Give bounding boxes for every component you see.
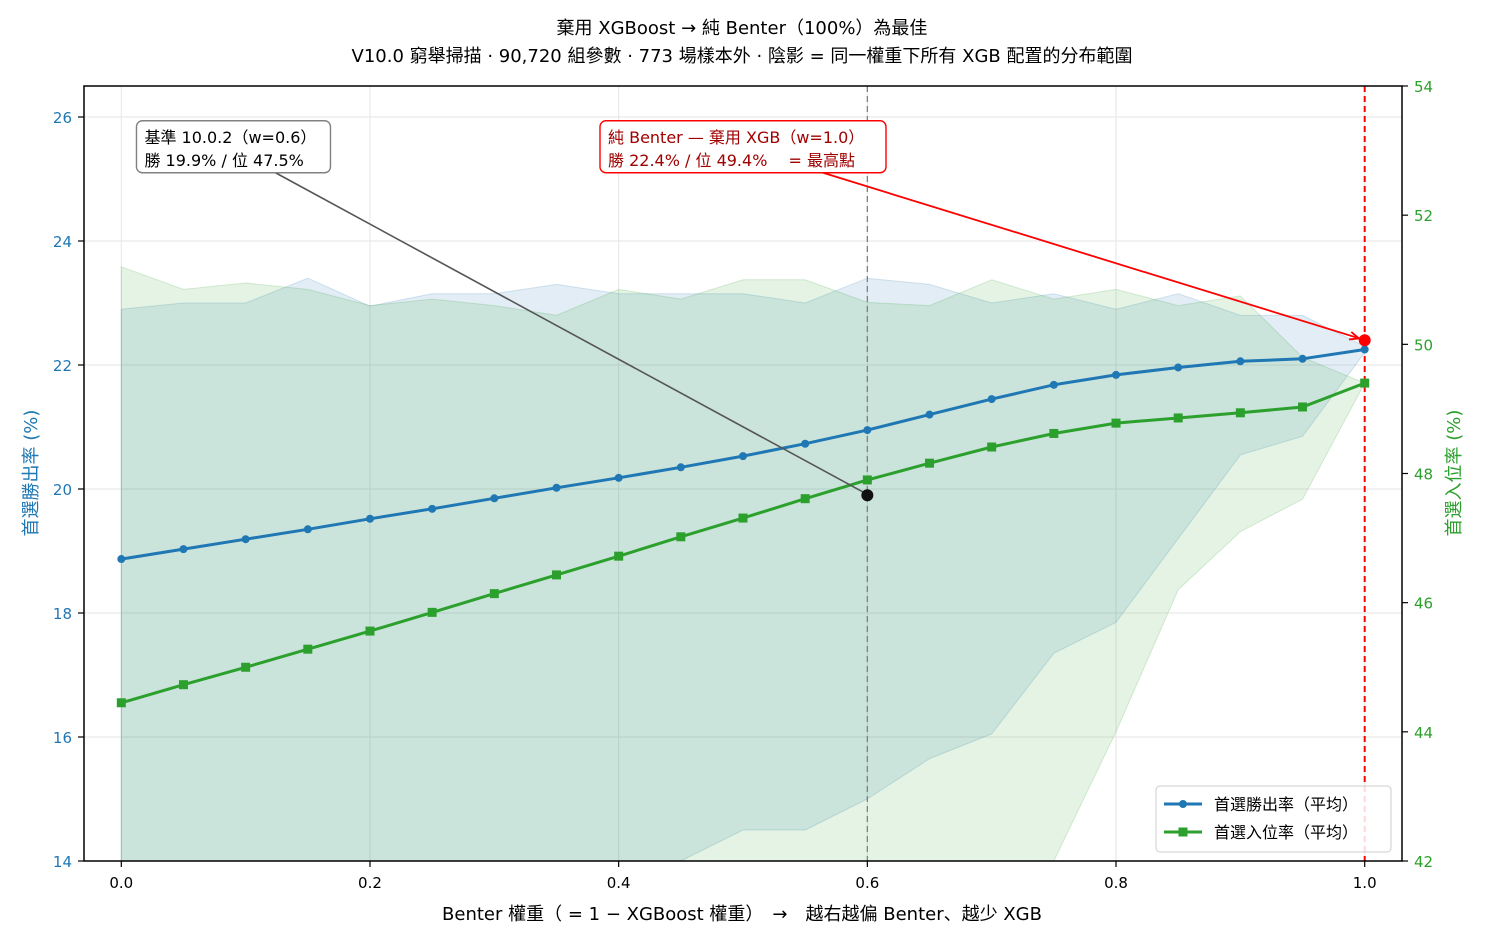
data-point — [1112, 370, 1121, 379]
x-tick-label: 0.8 — [1104, 874, 1128, 892]
data-point — [241, 662, 251, 672]
data-point — [925, 410, 934, 419]
annotation-arrow-1 — [822, 171, 1359, 340]
x-tick-label: 0.0 — [109, 874, 133, 892]
data-point — [489, 589, 499, 599]
y-left-tick-label: 26 — [53, 109, 72, 127]
data-point — [241, 535, 250, 544]
data-point — [614, 473, 623, 482]
data-point — [303, 644, 313, 654]
data-point — [179, 545, 188, 554]
annotation-text-0-0: 基準 10.0.2（w=0.6） — [144, 128, 316, 147]
data-point — [1111, 418, 1121, 428]
chart-subtitle: V10.0 窮舉掃描 · 90,720 組參數 · 773 場樣本外 · 陰影 … — [352, 46, 1133, 67]
data-point — [1360, 345, 1369, 354]
x-axis-label: Benter 權重（ = 1 − XGBoost 權重） → 越右越偏 Bent… — [442, 904, 1042, 925]
y-axis-left-label: 首選勝出率 (%) — [21, 410, 42, 537]
x-tick-label: 0.4 — [607, 874, 631, 892]
y-left-tick-label: 16 — [53, 729, 72, 747]
annotation-text-1-0: 純 Benter — 棄用 XGB（w=1.0） — [608, 128, 864, 147]
data-point — [800, 494, 810, 504]
annotation-box-1 — [599, 120, 887, 174]
y-left-tick-label: 14 — [53, 853, 72, 871]
y-left-tick-label: 20 — [53, 481, 72, 499]
chart-title: 棄用 XGBoost → 純 Benter（100%）為最佳 — [557, 18, 928, 39]
data-point — [925, 458, 935, 468]
annotation-text-0-1: 勝 19.9% / 位 47.5% — [144, 151, 303, 170]
data-point — [303, 525, 312, 534]
data-point — [116, 698, 126, 708]
data-point — [365, 626, 375, 636]
legend-swatch-marker — [1179, 800, 1187, 808]
data-point — [1298, 402, 1308, 412]
data-point — [1360, 378, 1370, 388]
data-point — [1298, 354, 1307, 363]
data-point — [1174, 363, 1183, 372]
data-point — [490, 494, 499, 503]
x-tick-label: 0.2 — [358, 874, 382, 892]
data-point — [676, 463, 685, 472]
data-point — [1173, 413, 1183, 423]
data-point — [1236, 357, 1245, 366]
y-right-tick-label: 52 — [1414, 207, 1433, 225]
data-point — [863, 426, 872, 435]
legend-label: 首選入位率（平均） — [1214, 823, 1358, 842]
data-point — [1049, 428, 1059, 438]
data-point — [987, 395, 996, 404]
y-right-tick-label: 44 — [1414, 724, 1433, 742]
data-point — [117, 555, 126, 564]
plot-area: 基準 10.0.2（w=0.6） 勝 19.9% / 位 47.5% 純 Bente… — [53, 78, 1433, 892]
data-point — [1235, 408, 1245, 418]
legend-label: 首選勝出率（平均） — [1214, 795, 1358, 814]
legend-box — [1155, 785, 1392, 853]
y-right-tick-label: 50 — [1414, 336, 1433, 354]
x-tick-label: 1.0 — [1353, 874, 1377, 892]
data-point — [551, 570, 561, 580]
data-point — [738, 513, 748, 523]
y-left-tick-label: 24 — [53, 233, 72, 251]
y-right-tick-label: 46 — [1414, 595, 1433, 613]
x-tick-label: 0.6 — [855, 874, 879, 892]
data-point — [428, 504, 437, 513]
y-left-tick-label: 22 — [53, 357, 72, 375]
annotation-box-0 — [135, 120, 332, 174]
y-axis-right-label: 首選入位率 (%) — [1444, 410, 1465, 537]
data-point — [427, 607, 437, 617]
y-right-tick-label: 54 — [1414, 78, 1433, 96]
annotation-point-0 — [861, 489, 874, 502]
y-right-tick-label: 48 — [1414, 466, 1433, 484]
data-point — [365, 514, 374, 523]
annotation-arrow-0 — [275, 172, 864, 493]
data-point — [862, 475, 872, 485]
annotation-point-1 — [1358, 334, 1371, 347]
legend: 首選勝出率（平均） 首選入位率（平均） — [1155, 785, 1392, 853]
data-point — [614, 551, 624, 561]
y-left-tick-label: 18 — [53, 605, 72, 623]
annotation-text-1-1: 勝 22.4% / 位 49.4% = 最高點 — [608, 151, 855, 170]
data-point — [676, 532, 686, 542]
data-point — [801, 439, 810, 448]
data-point — [739, 452, 747, 461]
data-point — [987, 442, 997, 452]
legend-swatch-marker — [1178, 827, 1188, 837]
annotation-arrowhead — [1348, 331, 1362, 341]
data-point — [1049, 380, 1058, 389]
y-right-tick-label: 42 — [1414, 853, 1433, 871]
data-point — [178, 680, 188, 690]
data-point — [552, 483, 561, 492]
